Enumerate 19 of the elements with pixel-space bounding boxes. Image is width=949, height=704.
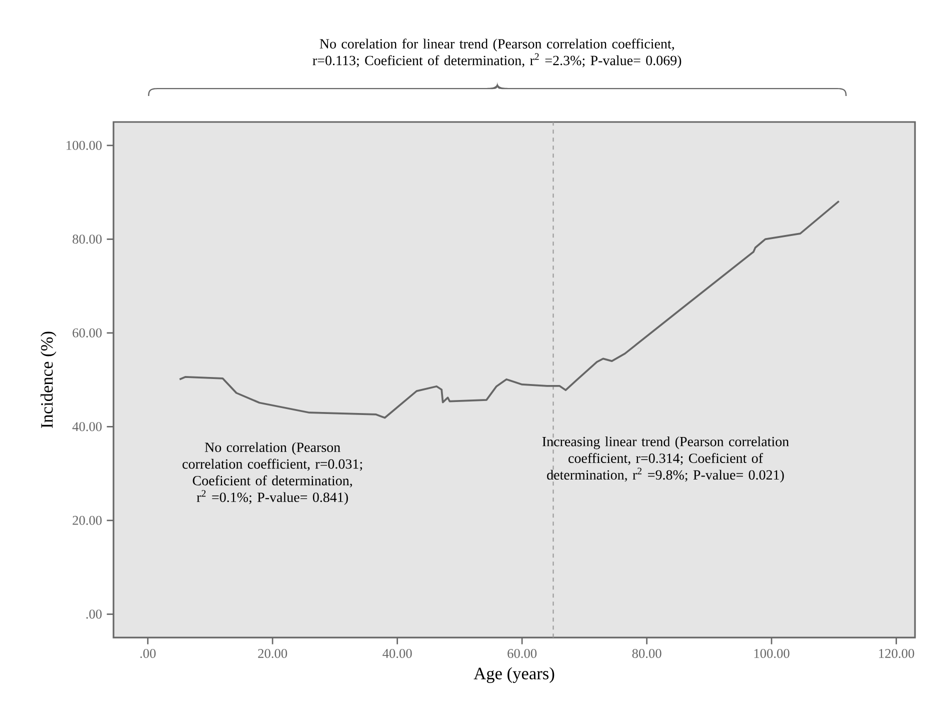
y-axis-title: Incidence (%) [40, 332, 56, 428]
y-tick-label: 60.00 [72, 328, 102, 338]
line-series [178, 200, 840, 419]
text: No corelation for linear trend (Pearson correlation coefficient, r=0.113; Coeficient of determination, r$^{2}$ =2.3%; P-value= 0.069) [312, 38, 682, 68]
annotation: No correlation (Pearson correlation coefficient, r=0.031; Coeficient of determination, r$^{2}$ =0.1%; P-value= 0.841) [182, 442, 362, 505]
y-tick-label: 20.00 [72, 516, 102, 525]
y-tick-label: .00 [86, 610, 102, 619]
y-tick-label: 100.00 [66, 140, 102, 150]
x-axis-title: Age (years) [474, 667, 554, 683]
x-tick-label: 80.00 [632, 648, 662, 658]
y-tick-label: 40.00 [72, 422, 102, 432]
x-tick-label: 100.00 [754, 648, 790, 658]
x-tick-label: 60.00 [508, 648, 537, 658]
x-tick-label: .00 [140, 648, 156, 658]
x-tick-label: 120.00 [879, 648, 914, 658]
annotation: Increasing linear trend (Pearson correlation coefficient, r=0.314; Coeficient of determination, r$^{2}$ =9.8%; P-value= 0.021) [542, 436, 789, 482]
x-tick-label: 20.00 [258, 648, 288, 658]
x-tick-label: 40.00 [382, 648, 412, 658]
y-tick-label: 80.00 [72, 234, 102, 244]
